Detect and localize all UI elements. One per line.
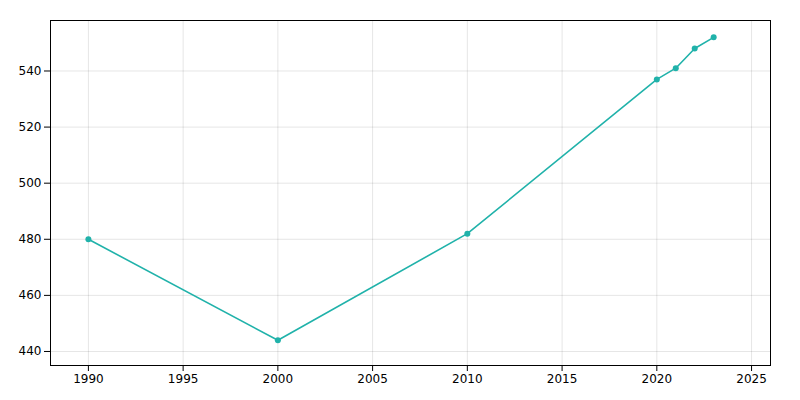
svg-text:480: 480 [19,232,42,246]
svg-text:1990: 1990 [73,372,104,386]
svg-text:520: 520 [19,120,42,134]
svg-text:540: 540 [19,64,42,78]
svg-text:2005: 2005 [357,372,388,386]
svg-text:2025: 2025 [736,372,767,386]
svg-text:1995: 1995 [168,372,199,386]
svg-text:2010: 2010 [452,372,483,386]
svg-text:500: 500 [19,176,42,190]
svg-text:440: 440 [19,344,42,358]
svg-text:460: 460 [19,288,42,302]
svg-text:2000: 2000 [263,372,294,386]
svg-text:2020: 2020 [642,372,673,386]
svg-text:2015: 2015 [547,372,578,386]
